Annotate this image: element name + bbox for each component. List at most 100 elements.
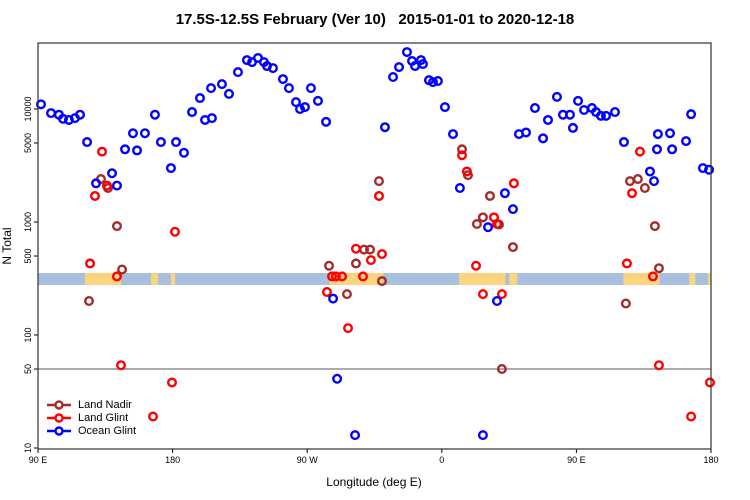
ocean-glint-point (686, 109, 697, 120)
ocean-glint-point (299, 102, 310, 113)
land-nadir-point (477, 212, 488, 223)
land-glint-marker-icon (47, 413, 71, 423)
legend-item-land-nadir: Land Nadir (46, 399, 136, 411)
ocean-glint-point (305, 83, 316, 94)
ocean-glint-point (75, 109, 86, 120)
land-nadir-point (484, 190, 495, 201)
ocean-glint-point (295, 103, 306, 114)
ocean-glint-point (704, 164, 715, 175)
y-tick-label: 50 (23, 364, 33, 374)
land-nadir-point (324, 260, 335, 271)
ocean-glint-point (232, 67, 243, 78)
ocean-glint-point (206, 83, 217, 94)
ocean-glint-point (579, 104, 590, 115)
ocean-glint-point (312, 95, 323, 106)
ocean-glint-point (652, 144, 663, 155)
ocean-glint-point (491, 295, 502, 306)
land-glint-point (337, 271, 348, 282)
ocean-glint-point (665, 128, 676, 139)
ocean-glint-point (321, 116, 332, 127)
y-tick-label: 1000 (23, 212, 33, 232)
ocean-glint-point (477, 430, 488, 441)
ocean-glint-point (507, 204, 518, 215)
land-nadir-point (507, 242, 518, 253)
land-nadir-point (373, 176, 384, 187)
land-glint-point (686, 411, 697, 422)
ocean-glint-point (111, 180, 122, 191)
legend-label: Land Glint (78, 412, 129, 424)
ocean-glint-point (601, 110, 612, 121)
land-nadir-point (471, 219, 482, 230)
map-band-land (329, 272, 384, 285)
y-tick-label: 500 (23, 249, 33, 264)
land-glint-point (653, 360, 664, 371)
ocean-glint-point (529, 103, 540, 114)
land-glint-point (376, 249, 387, 260)
ocean-glint-point (394, 62, 405, 73)
land-nadir-point (632, 174, 643, 185)
ocean-glint-point (277, 74, 288, 85)
ocean-glint-point (35, 99, 46, 110)
land-glint-point (97, 146, 108, 157)
ocean-glint-point (573, 95, 584, 106)
y-tick-label: 5000 (23, 133, 33, 153)
map-band-land (170, 272, 175, 285)
land-glint-point (621, 258, 632, 269)
ocean-glint-point (165, 163, 176, 174)
land-glint-point (471, 260, 482, 271)
ocean-glint-point (107, 168, 118, 179)
map-band-land (151, 272, 158, 285)
land-glint-point (330, 271, 341, 282)
ocean-glint-point (618, 137, 629, 148)
land-glint-point (111, 271, 122, 282)
ocean-glint-point (82, 137, 93, 148)
ocean-glint-point (564, 109, 575, 120)
land-glint-point (327, 271, 338, 282)
land-glint-point (647, 271, 658, 282)
data-points-layer (35, 47, 715, 441)
land-glint-point (343, 323, 354, 334)
latitude-map-band (38, 272, 711, 285)
land-glint-point (461, 166, 472, 177)
ocean-glint-point (388, 71, 399, 82)
land-nadir-point (376, 276, 387, 287)
land-glint-point (167, 377, 178, 388)
land-nadir-point (117, 264, 128, 275)
y-tick-label: 10000 (23, 96, 33, 121)
ocean-glint-point (283, 83, 294, 94)
x-tick-label: 90 E (29, 455, 48, 465)
ocean-glint-point (499, 188, 510, 199)
ocean-glint-point (520, 127, 531, 138)
land-glint-point (477, 289, 488, 300)
land-glint-point (116, 360, 127, 371)
ocean-glint-point (350, 430, 361, 441)
ocean-glint-point (187, 107, 198, 118)
ocean-glint-point (667, 144, 678, 155)
ocean-glint-point (609, 107, 620, 118)
x-tick-label: 180 (165, 455, 180, 465)
plot-border (37, 42, 712, 450)
ocean-glint-point (332, 373, 343, 384)
x-tick-label: 180 (703, 455, 718, 465)
land-glint-point (456, 150, 467, 161)
legend: Land Nadir Land Glint Ocean Glint (46, 399, 136, 437)
land-glint-point (373, 190, 384, 201)
x-tick-label: 90 W (297, 455, 319, 465)
land-glint-point (101, 180, 112, 191)
ocean-glint-point (328, 293, 339, 304)
land-nadir-point (341, 289, 352, 300)
ocean-glint-point (439, 102, 450, 113)
ocean-glint-point (448, 129, 459, 140)
ocean-glint-point (171, 137, 182, 148)
legend-label: Ocean Glint (78, 425, 137, 437)
land-nadir-point (456, 144, 467, 155)
ocean-glint-point (155, 137, 166, 148)
land-glint-point (704, 377, 715, 388)
ocean-glint-point (57, 113, 68, 124)
map-band-land (708, 272, 711, 285)
land-glint-point (321, 287, 332, 298)
ocean-glint-point (178, 147, 189, 158)
land-nadir-point (649, 221, 660, 232)
